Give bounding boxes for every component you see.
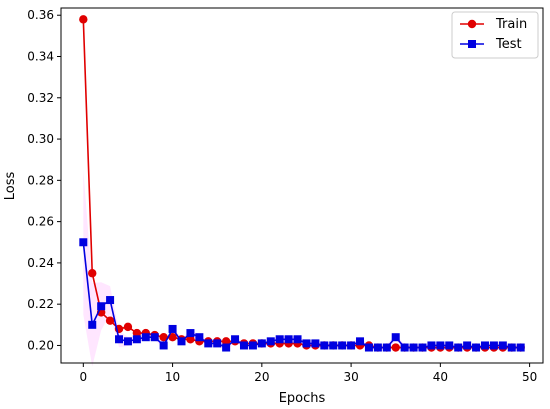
train-data-point <box>79 15 88 24</box>
test-data-point <box>168 324 177 333</box>
train-data-point <box>88 269 97 278</box>
train-data-point <box>391 343 400 352</box>
train-data-point <box>132 328 142 338</box>
y-axis-ticks: 0.20 0.22 0.24 0.26 0.28 0.30 0.32 0.34 0.36 <box>27 8 61 352</box>
test-data-point <box>311 339 320 348</box>
y-tick-label: 0.36 <box>27 8 54 22</box>
test-data-point <box>239 341 248 350</box>
test-data-point <box>391 333 400 342</box>
series-layer <box>79 15 525 352</box>
legend-test-marker <box>468 40 476 48</box>
test-data-point <box>418 343 427 352</box>
test-data-point <box>463 341 472 350</box>
test-data-point <box>222 343 231 352</box>
test-data-point <box>480 341 489 350</box>
test-data-point <box>320 341 329 350</box>
test-data-point <box>275 335 284 344</box>
legend: Train Test <box>451 11 539 59</box>
test-data-point <box>436 341 445 350</box>
test-data-point <box>159 341 168 350</box>
test-data-point <box>498 341 507 350</box>
test-data-point <box>195 333 204 342</box>
test-data-point <box>177 337 186 346</box>
test-data-point <box>79 238 88 247</box>
train-data-point <box>123 322 133 332</box>
x-tick-label: 50 <box>522 370 537 384</box>
y-tick-label: 0.24 <box>27 256 54 270</box>
test-data-point <box>364 343 373 352</box>
test-data-point <box>204 339 213 348</box>
test-data-point <box>302 339 311 348</box>
test-data-point <box>329 341 338 350</box>
y-tick-label: 0.30 <box>27 132 54 146</box>
y-axis-title: Loss <box>3 172 18 201</box>
y-tick-label: 0.20 <box>27 338 54 352</box>
x-tick-label: 20 <box>254 370 269 384</box>
train-data-point <box>168 333 177 342</box>
train-data-point <box>105 316 115 325</box>
test-data-point <box>284 335 293 344</box>
test-data-point <box>293 335 302 344</box>
y-tick-label: 0.28 <box>27 173 54 187</box>
test-data-point <box>123 337 132 346</box>
train-data-point <box>159 333 168 342</box>
test-data-point <box>266 337 275 346</box>
legend-test-label: Test <box>495 37 522 52</box>
x-axis-title: Epochs <box>279 391 326 406</box>
test-data-point <box>400 343 409 352</box>
plot-frame <box>60 7 544 364</box>
test-data-point <box>472 343 481 352</box>
x-tick-label: 0 <box>79 370 87 384</box>
test-data-point <box>356 337 365 346</box>
test-data-point <box>186 329 195 338</box>
train-data-point <box>186 335 195 344</box>
x-tick-label: 30 <box>343 370 358 384</box>
test-data-point <box>257 339 266 348</box>
test-data-point <box>454 343 463 352</box>
test-data-point <box>150 333 159 342</box>
test-data-point <box>115 335 124 344</box>
legend-train-marker <box>467 19 477 29</box>
test-data-point <box>489 341 498 350</box>
train-data-point <box>221 337 231 346</box>
test-data-point <box>88 320 97 329</box>
test-data-point <box>132 335 141 344</box>
test-data-point <box>347 341 356 350</box>
test-data-point <box>409 343 418 352</box>
test-data-point <box>141 333 150 342</box>
x-axis-ticks: 0 10 20 30 40 50 <box>79 363 537 384</box>
test-data-point <box>213 339 222 348</box>
test-data-point <box>445 341 454 350</box>
y-tick-label: 0.32 <box>27 91 54 105</box>
y-tick-label: 0.22 <box>27 297 54 311</box>
test-data-point <box>373 343 382 352</box>
test-data-point <box>231 335 240 344</box>
x-tick-label: 10 <box>165 370 180 384</box>
test-data-point <box>507 343 516 352</box>
y-tick-label: 0.26 <box>27 215 54 229</box>
test-data-point <box>106 296 115 305</box>
test-data-point <box>516 343 525 352</box>
test-data-point <box>97 302 106 311</box>
legend-train-label: Train <box>495 17 527 32</box>
y-tick-label: 0.34 <box>27 50 54 64</box>
test-data-point <box>382 343 391 352</box>
test-data-point <box>427 341 436 350</box>
test-data-point <box>338 341 347 350</box>
x-tick-label: 40 <box>433 370 448 384</box>
test-data-point <box>248 341 257 350</box>
